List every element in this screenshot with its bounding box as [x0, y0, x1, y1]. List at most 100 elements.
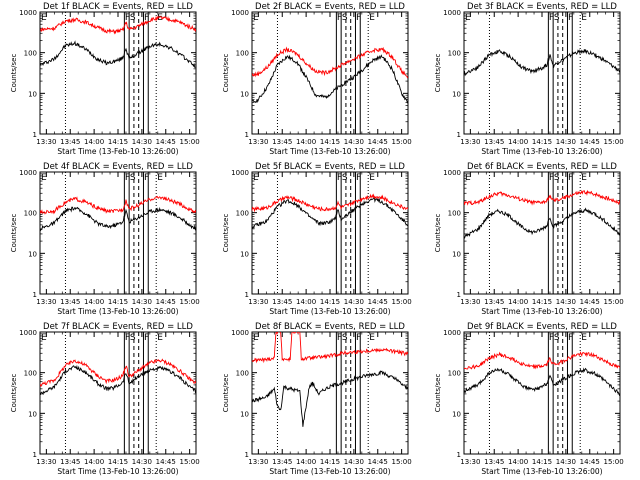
marker-letter: F — [549, 333, 554, 343]
marker-letter: F — [568, 333, 573, 343]
chart-title: Det 7f BLACK = Events, RED = LLD — [43, 322, 193, 332]
marker-letter: S — [554, 333, 560, 343]
y-tick-label: 100 — [24, 210, 37, 218]
x-tick-label: 15:00 — [392, 458, 412, 466]
marker-letter: F — [356, 333, 361, 343]
y-tick-label: 1000 — [19, 9, 37, 17]
y-tick-label: 10 — [452, 410, 461, 418]
chart-panel: Det 3f BLACK = Events, RED = LLD 1 10 100 10… — [434, 2, 624, 156]
marker-letter: E — [581, 173, 587, 183]
x-tick-label: 14:45 — [368, 458, 388, 466]
x-tick-label: 13:30 — [36, 458, 56, 466]
marker-letter: S — [554, 13, 560, 23]
x-tick-label: 14:30 — [344, 458, 364, 466]
y-tick-label: 1 — [33, 131, 37, 139]
x-tick-label: 14:45 — [368, 298, 388, 306]
chart-title: Det 6f BLACK = Events, RED = LLD — [467, 162, 617, 172]
marker-letter: E — [157, 13, 163, 23]
x-tick-label: 14:45 — [580, 458, 600, 466]
x-tick-label: 14:45 — [156, 138, 176, 146]
x-axis-label: Start Time (13-Feb-10 13:26:00) — [481, 467, 602, 476]
marker-letter: F — [549, 13, 554, 23]
x-tick-label: 13:45 — [60, 138, 80, 146]
y-tick-label: 10 — [452, 90, 461, 98]
y-axis-label: Counts/sec — [222, 214, 230, 253]
x-tick-label: 14:30 — [556, 138, 576, 146]
marker-letter: F — [356, 13, 361, 23]
x-tick-label: 14:30 — [344, 138, 364, 146]
plot-frame — [251, 171, 409, 295]
y-tick-label: 10 — [240, 250, 249, 258]
lld-series-line — [252, 46, 408, 79]
marker-letter: E — [253, 173, 259, 183]
chart-panel: Det 7f BLACK = Events, RED = LLD 1 10 100 10… — [10, 322, 200, 476]
x-tick-label: 14:45 — [580, 138, 600, 146]
y-tick-label: 100 — [448, 50, 461, 58]
y-tick-label: 100 — [448, 210, 461, 218]
x-tick-label: 14:15 — [320, 138, 340, 146]
y-axis-label: Counts/sec — [222, 374, 230, 413]
x-tick-label: 14:15 — [108, 458, 128, 466]
x-tick-label: 13:30 — [460, 458, 480, 466]
x-tick-label: 13:30 — [248, 458, 268, 466]
lld-series-line — [40, 195, 196, 215]
y-tick-label: 100 — [24, 50, 37, 58]
x-tick-label: 13:45 — [484, 298, 504, 306]
lld-series-line — [40, 15, 196, 35]
y-axis-label: Counts/sec — [434, 54, 442, 93]
marker-letter: F — [144, 13, 149, 23]
x-tick-label: 13:30 — [248, 138, 268, 146]
marker-letter: F — [568, 13, 573, 23]
lld-series-line — [252, 193, 408, 213]
y-axis-label: Counts/sec — [222, 54, 230, 93]
marker-letter: S — [342, 13, 348, 23]
y-tick-label: 1 — [33, 451, 37, 459]
marker-letter: S — [342, 173, 348, 183]
chart-title: Det 3f BLACK = Events, RED = LLD — [467, 2, 617, 12]
x-axis-label: Start Time (13-Feb-10 13:26:00) — [57, 307, 178, 316]
marker-letter: F — [125, 333, 130, 343]
y-tick-label: 1000 — [443, 169, 461, 177]
x-tick-label: 14:00 — [508, 138, 528, 146]
marker-letter: E — [369, 333, 375, 343]
x-tick-label: 15:00 — [392, 138, 412, 146]
x-tick-label: 13:30 — [248, 298, 268, 306]
marker-letter: E — [157, 173, 163, 183]
x-axis-label: Start Time (13-Feb-10 13:26:00) — [481, 147, 602, 156]
marker-letter: S — [554, 173, 560, 183]
marker-letter: S — [130, 173, 136, 183]
chart-panel: Det 2f BLACK = Events, RED = LLD 1 10 100 10… — [222, 2, 412, 156]
x-tick-label: 15:00 — [180, 298, 200, 306]
marker-letter: E — [157, 333, 163, 343]
y-tick-label: 10 — [240, 410, 249, 418]
y-tick-label: 1000 — [443, 9, 461, 17]
y-tick-label: 1000 — [231, 329, 249, 337]
x-tick-label: 14:15 — [532, 138, 552, 146]
marker-letter: E — [253, 333, 259, 343]
x-axis-label: Start Time (13-Feb-10 13:26:00) — [57, 147, 178, 156]
y-axis-label: Counts/sec — [434, 214, 442, 253]
plot-frame — [39, 171, 197, 295]
y-tick-label: 1000 — [19, 169, 37, 177]
y-tick-label: 1 — [245, 131, 249, 139]
x-tick-label: 13:30 — [36, 298, 56, 306]
x-tick-label: 14:00 — [508, 298, 528, 306]
y-tick-label: 1 — [457, 291, 461, 299]
y-tick-label: 100 — [236, 50, 249, 58]
marker-letter: F — [568, 173, 573, 183]
x-tick-label: 13:45 — [272, 458, 292, 466]
marker-letter: S — [130, 333, 136, 343]
x-tick-label: 14:00 — [296, 138, 316, 146]
marker-letter: E — [369, 13, 375, 23]
marker-letter: E — [465, 173, 471, 183]
x-axis-label: Start Time (13-Feb-10 13:26:00) — [57, 467, 178, 476]
marker-letter: F — [549, 173, 554, 183]
x-tick-label: 14:30 — [132, 138, 152, 146]
x-tick-label: 14:30 — [132, 458, 152, 466]
y-axis-label: Counts/sec — [10, 374, 18, 413]
y-tick-label: 1 — [245, 451, 249, 459]
x-tick-label: 14:00 — [84, 298, 104, 306]
y-tick-label: 100 — [24, 370, 37, 378]
x-tick-label: 13:45 — [272, 298, 292, 306]
x-tick-label: 13:45 — [484, 458, 504, 466]
